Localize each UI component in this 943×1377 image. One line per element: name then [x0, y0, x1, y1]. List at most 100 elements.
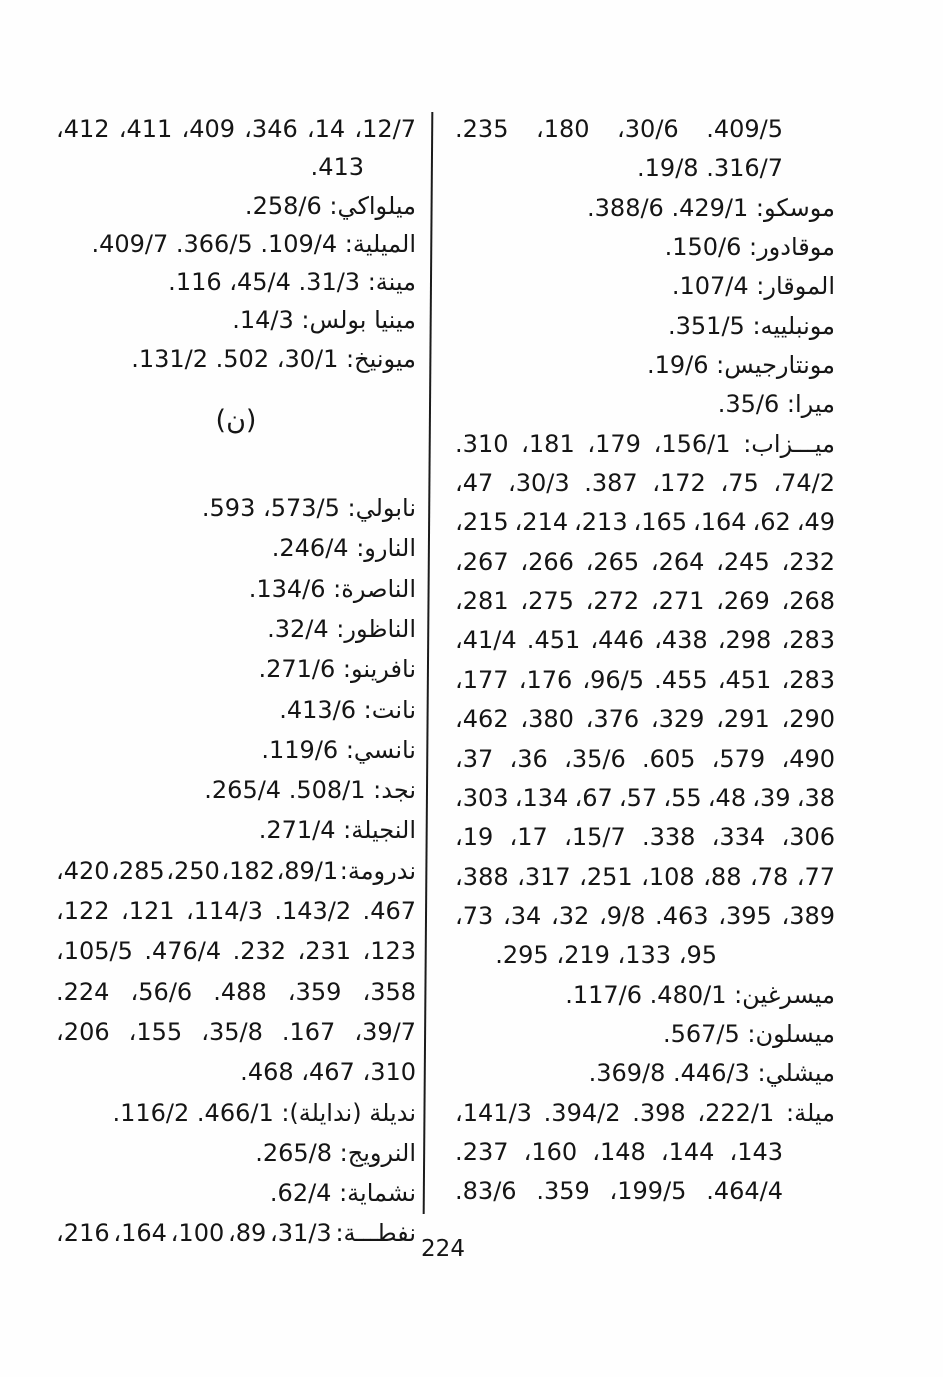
index-line: نافرينو: 271/6.: [258, 655, 416, 684]
index-token: 463.: [655, 901, 709, 930]
index-token: نفطـــة:: [335, 1219, 416, 1248]
index-token: 143،: [729, 1137, 783, 1166]
index-token: 285،: [111, 856, 165, 885]
index-line: ميونيخ: 30/1، 502. 131/2.: [131, 344, 416, 373]
index-token: 39/7،: [354, 1017, 416, 1046]
index-line: النجيلة: 271/4.: [258, 816, 416, 845]
index-line: موسكو: 429/1. 388/6.: [587, 193, 835, 222]
index-line: 358، 359، 488. 56/6، 224.: [56, 972, 416, 1012]
index-token: 605.: [641, 744, 696, 773]
index-token: 358،: [362, 977, 416, 1006]
index-token: 49،: [796, 508, 835, 537]
index-token: 267،: [455, 547, 509, 576]
index-token: 275،: [520, 587, 574, 616]
index-line: مينة: 31/3. 45/4، 116.: [168, 268, 416, 297]
index-token: 291،: [716, 705, 770, 734]
index-token: 272،: [585, 587, 640, 616]
index-token: 199/5،: [609, 1177, 687, 1206]
index-token: 165،: [633, 508, 688, 537]
index-line: 49، 62، 164، 165، 213، 214، 215،: [455, 503, 835, 542]
index-line: نانت: 413/6.: [279, 695, 416, 724]
index-line: نديلة (ندايلة): 466/1. 116/2.: [112, 1098, 416, 1127]
index-line: النرويج: 265/8.: [255, 1138, 416, 1167]
index-line: مينيا بولس: 14/3.: [232, 306, 416, 335]
index-line: 268، 269، 271، 272، 275، 281،: [455, 582, 835, 621]
index-token: 176،: [518, 665, 573, 694]
index-token: 156/1،: [653, 429, 731, 458]
index-token: 181،: [521, 429, 575, 458]
index-token: 74/2،: [773, 469, 835, 498]
index-token: 451.: [526, 626, 581, 655]
index-token: 232،: [781, 547, 835, 576]
index-token: 134،: [514, 783, 569, 812]
index-token: 55،: [663, 783, 702, 812]
index-token: 490،: [781, 744, 835, 773]
index-token: 215،: [455, 508, 509, 537]
index-token: 224.: [56, 977, 110, 1006]
index-token: 143/2.: [274, 897, 352, 926]
index-token: 251،: [579, 862, 633, 891]
index-token: 67،: [574, 783, 613, 812]
index-token: 232.: [232, 937, 287, 966]
index-token: 269،: [716, 587, 770, 616]
index-token: 283،: [781, 665, 835, 694]
index-token: 17،: [509, 823, 548, 852]
index-line: 467. 143/2. 114/3، 121، 122،: [56, 891, 416, 931]
index-line: مونبلييه: 351/5.: [668, 311, 835, 340]
index-token: 114/3،: [185, 897, 263, 926]
index-token: 36،: [509, 744, 548, 773]
index-token: 329،: [650, 705, 705, 734]
index-token: 12/7،: [354, 115, 416, 143]
index-token: 310.: [455, 429, 509, 458]
index-token: 237.: [455, 1137, 509, 1166]
index-token: 446،: [590, 626, 644, 655]
index-token: 30/3،: [507, 469, 570, 498]
index-token: 37،: [455, 744, 494, 773]
index-token: 334،: [711, 823, 766, 852]
index-token: 488.: [213, 977, 267, 1006]
index-line: 143، 144، 148، 160، 237.: [455, 1133, 835, 1172]
index-token: 160،: [523, 1137, 578, 1166]
index-token: 141/3،: [455, 1098, 532, 1127]
index-token: 121،: [120, 897, 175, 926]
index-line: 490، 579، 605. 35/6، 36، 37،: [455, 740, 835, 779]
index-token: 476/4.: [144, 937, 222, 966]
index-token: 164،: [113, 1219, 167, 1248]
index-line: ميـــزاب: 156/1، 179، 181، 310.: [455, 425, 835, 464]
index-token: 338.: [641, 823, 696, 852]
index-token: 9/8،: [598, 901, 646, 930]
index-token: 464/4.: [706, 1177, 783, 1206]
index-token: 75،: [720, 469, 759, 498]
section-header: (ن): [215, 405, 257, 437]
index-token: 411،: [118, 115, 173, 143]
index-token: 89/1،: [276, 856, 339, 885]
index-token: 281،: [455, 587, 509, 616]
index-line: 283، 298، 438، 446، 451. 41/4،: [455, 621, 835, 660]
index-token: 250،: [166, 856, 220, 885]
index-line: 232، 245، 264، 265، 266، 267،: [455, 543, 835, 582]
index-token: 177،: [455, 665, 509, 694]
index-token: 155،: [128, 1017, 183, 1046]
index-line: 38، 39، 48، 55، 57، 67، 134، 303،: [455, 779, 835, 818]
index-token: 388،: [455, 862, 509, 891]
index-token: 148،: [592, 1137, 646, 1166]
index-line: ميرا: 35/6.: [717, 390, 835, 419]
index-line: 409/5. 30/6، 180، 235.: [455, 110, 835, 149]
index-token: 298،: [717, 626, 772, 655]
index-token: 271،: [650, 587, 705, 616]
index-line: ندرومة: 89/1، 182، 250، 285، 420،: [56, 851, 416, 891]
index-line: 310، 467، 468.: [240, 1058, 416, 1087]
index-token: 346،: [244, 115, 298, 143]
index-token: 380،: [520, 705, 574, 734]
index-token: 182،: [221, 856, 275, 885]
index-token: 39،: [752, 783, 791, 812]
index-token: 245،: [716, 547, 770, 576]
index-token: 56/6،: [130, 977, 193, 1006]
index-token: 32،: [551, 901, 590, 930]
index-token: 266،: [520, 547, 574, 576]
index-token: 290،: [781, 705, 835, 734]
index-token: 412،: [56, 115, 110, 143]
index-token: 57،: [618, 783, 658, 812]
index-line: 39/7، 167. 35/8، 155، 206،: [56, 1012, 416, 1052]
